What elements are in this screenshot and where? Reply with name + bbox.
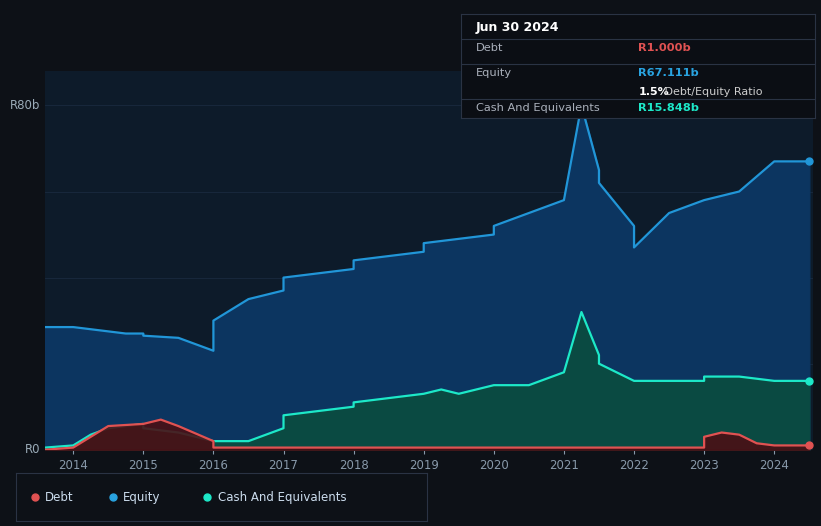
Text: R0: R0 bbox=[25, 443, 40, 456]
Text: R1.000b: R1.000b bbox=[639, 43, 691, 53]
Text: Debt: Debt bbox=[475, 43, 503, 53]
Text: 1.5%: 1.5% bbox=[639, 87, 669, 97]
Text: Equity: Equity bbox=[123, 491, 161, 503]
Text: R67.111b: R67.111b bbox=[639, 68, 699, 78]
Text: R15.848b: R15.848b bbox=[639, 104, 699, 114]
Text: Debt: Debt bbox=[45, 491, 74, 503]
Text: Debt/Equity Ratio: Debt/Equity Ratio bbox=[662, 87, 763, 97]
Text: Jun 30 2024: Jun 30 2024 bbox=[475, 21, 559, 34]
Text: Equity: Equity bbox=[475, 68, 511, 78]
Text: R80b: R80b bbox=[10, 99, 40, 112]
Text: Cash And Equivalents: Cash And Equivalents bbox=[218, 491, 346, 503]
Text: Cash And Equivalents: Cash And Equivalents bbox=[475, 104, 599, 114]
